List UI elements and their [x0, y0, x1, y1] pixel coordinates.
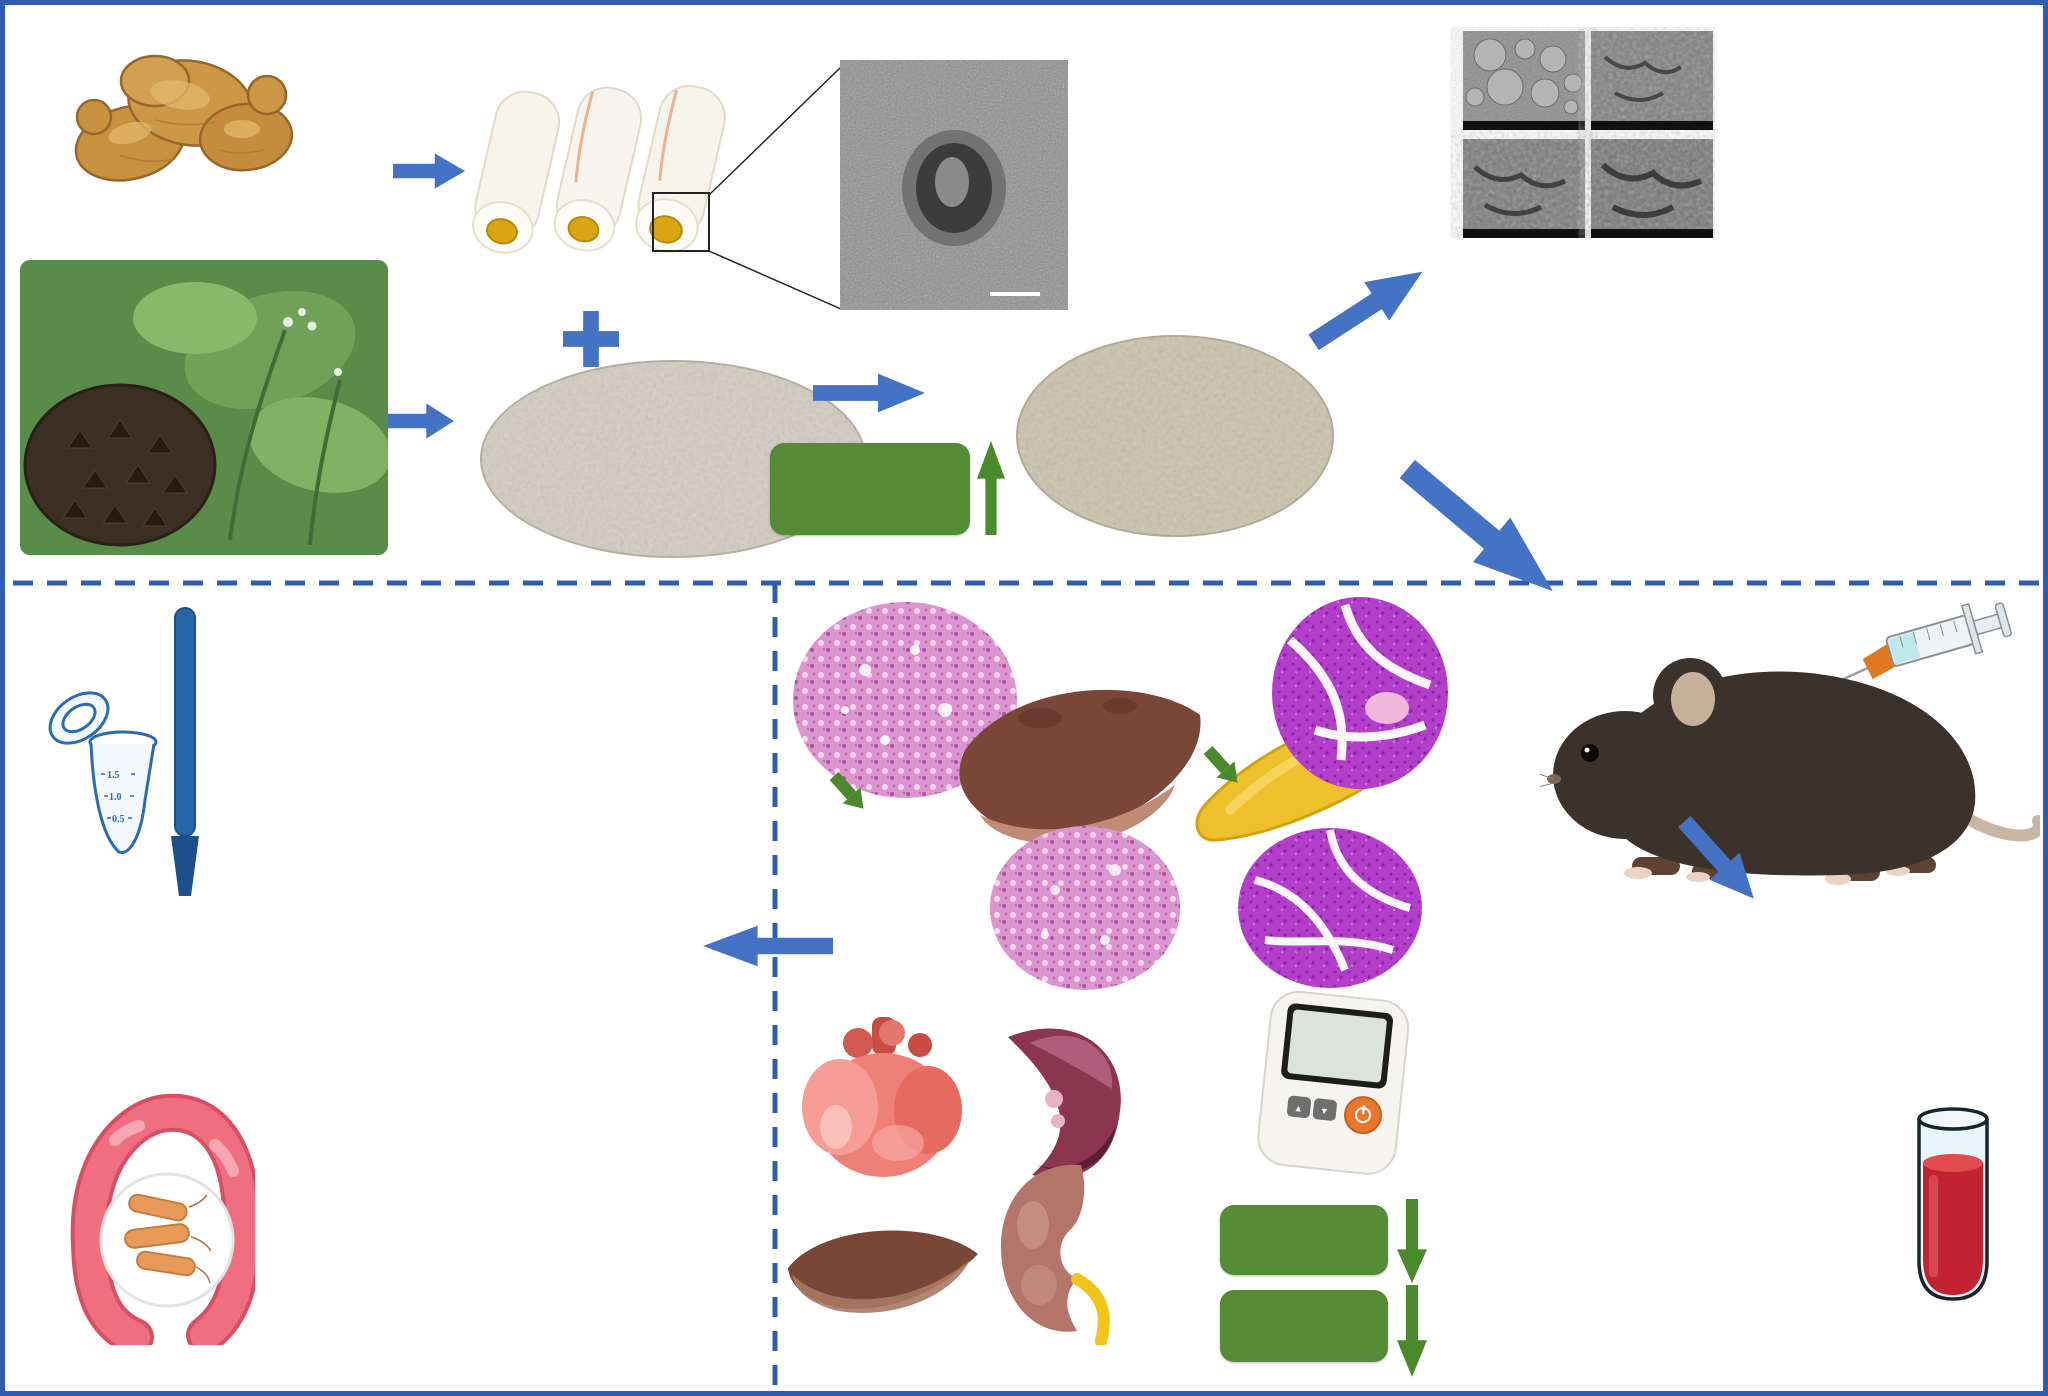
scfa-chart-propionic — [364, 593, 530, 775]
aucg-button — [1220, 1290, 1388, 1362]
liver-organ-illustration — [959, 689, 1201, 833]
gtbs-powder — [1016, 335, 1334, 537]
pancreas-section-2 — [1238, 828, 1422, 988]
liver-section-1 — [793, 602, 1017, 798]
lipid-chart-ldl — [1867, 907, 2047, 1110]
green-arrow-pancreas-icon — [1203, 746, 1238, 783]
t2dm-mouse — [1540, 658, 2040, 885]
bacteria-icons — [124, 1193, 212, 1284]
arrow-buckwheat-to-ntbs — [388, 403, 454, 439]
svg-text:▼: ▼ — [1319, 1106, 1329, 1117]
meter-down-button — [1312, 1098, 1337, 1121]
scfa-chart-acetic — [201, 593, 364, 775]
aucg-down-arrow-icon — [1397, 1285, 1427, 1377]
blood-tube-illustration — [1917, 1107, 1989, 1301]
pestle-tip — [171, 836, 199, 896]
intestine-illustration — [70, 1093, 255, 1345]
meter-up-button — [1286, 1095, 1312, 1119]
lipid-chart-tg — [1663, 907, 1863, 1110]
tem-image — [840, 60, 1068, 310]
resistant-starch-up-arrow-icon — [977, 441, 1005, 535]
glucometer-illustration: ▲ ▼ — [1257, 990, 1410, 1175]
mouse-eye — [1581, 744, 1599, 762]
fbg-button — [1220, 1205, 1388, 1275]
mouse-head — [1553, 711, 1697, 839]
sem-tile-tbsg — [1463, 139, 1585, 238]
heart-illustration — [802, 1017, 962, 1177]
panel-a-sem — [1463, 31, 1713, 238]
sem-tile-gtbs — [1591, 139, 1713, 238]
panel-b-xrd-chart — [1719, 27, 2045, 262]
pestle-handle — [174, 607, 196, 837]
glucose-monitoring-label — [1155, 1065, 1199, 1365]
arrow-ginger-to-tubes — [393, 153, 465, 189]
buckwheat-photo — [20, 260, 388, 555]
tem-callout-connector — [652, 66, 842, 310]
liver-organ-small — [788, 1230, 978, 1313]
spleen-illustration — [1008, 1028, 1121, 1179]
resistant-starch-button — [770, 443, 970, 535]
meter-power-button — [1344, 1096, 1383, 1135]
ureter — [1071, 1273, 1110, 1345]
eppendorf-and-pestle: 1.5 1.0 0.5 — [48, 607, 199, 896]
ginger-photo — [74, 54, 294, 182]
scfa-chart-isovaleric — [530, 777, 700, 967]
scfa-chart-valeric — [364, 777, 530, 967]
centrifuge-tubes — [472, 85, 726, 254]
syringe-illustration — [1817, 602, 2012, 692]
lipid-chart-hdl — [1452, 1103, 1657, 1335]
svg-text:1.5: 1.5 — [107, 770, 120, 781]
sem-tile-tbs — [1591, 31, 1713, 130]
lipid-chart-tc — [1457, 907, 1657, 1110]
svg-text:1.0: 1.0 — [109, 792, 122, 803]
mouse-tail — [1966, 815, 2040, 842]
green-arrow-liver-icon — [829, 772, 864, 809]
svg-text:▲: ▲ — [1293, 1103, 1303, 1114]
scfa-chart-isobutyric — [201, 777, 364, 967]
lipid-chart-ratio — [1660, 1103, 1860, 1335]
organ-illustrations — [788, 1017, 1121, 1345]
sem-tile-ntbs — [1463, 31, 1585, 130]
panel-c-ftir-chart — [1443, 257, 1757, 519]
pancreas-section-1 — [1272, 597, 1448, 789]
liver-section-2 — [990, 826, 1180, 990]
kidney-illustration — [1000, 1164, 1110, 1345]
arrow-to-multiscale — [1299, 250, 1436, 364]
histopathology-illustration — [793, 597, 1448, 990]
scfa-chart-butyric — [530, 593, 700, 775]
fbg-down-arrow-icon — [1397, 1199, 1427, 1283]
panel-d-ftir-zoom-chart — [1761, 257, 2047, 519]
microbiota-heatmap — [320, 985, 740, 1345]
svg-text:0.5: 0.5 — [112, 814, 125, 825]
